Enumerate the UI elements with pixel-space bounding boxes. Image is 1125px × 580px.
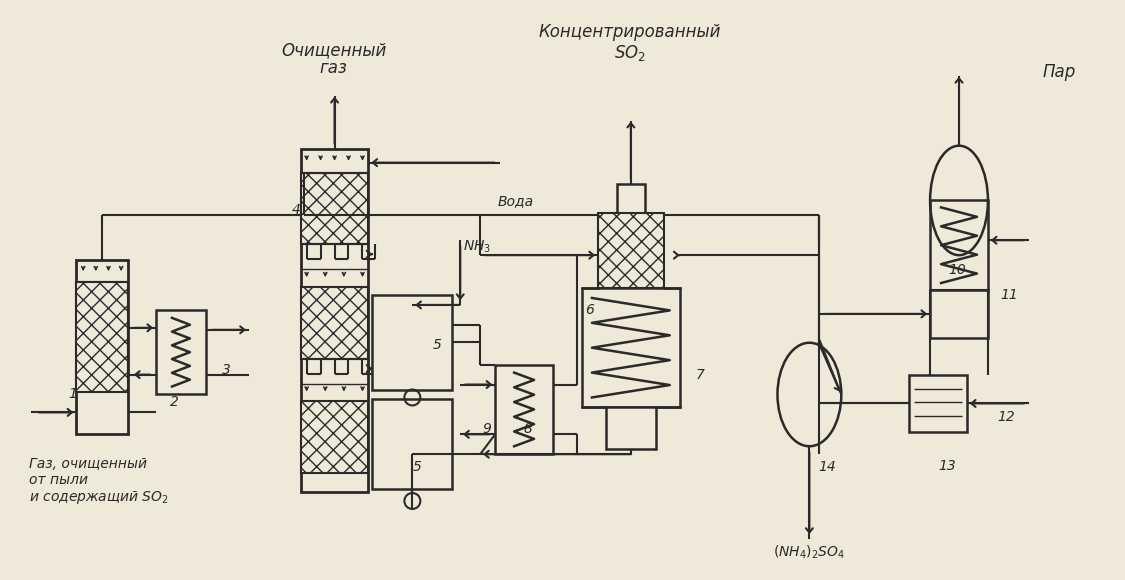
- Text: 1: 1: [69, 387, 78, 401]
- Text: 13: 13: [938, 459, 956, 473]
- Text: $(NH_4)_2SO_4$: $(NH_4)_2SO_4$: [773, 544, 846, 561]
- Text: $NH_3$: $NH_3$: [464, 238, 492, 255]
- Bar: [372, 295, 452, 390]
- Text: 6: 6: [585, 303, 594, 317]
- Text: 4: 4: [292, 204, 302, 218]
- Text: 10: 10: [948, 263, 966, 277]
- Text: $SO_2$: $SO_2$: [614, 43, 646, 63]
- Text: от пыли: от пыли: [29, 473, 89, 487]
- Bar: [76, 282, 128, 392]
- Bar: [582, 288, 680, 407]
- Bar: [930, 201, 988, 290]
- Text: 5: 5: [413, 460, 422, 474]
- Text: 3: 3: [223, 362, 232, 376]
- Text: Пар: Пар: [1042, 63, 1076, 81]
- Text: 9: 9: [483, 422, 492, 436]
- Bar: [156, 310, 206, 394]
- Bar: [76, 260, 128, 434]
- Text: Концентрированный: Концентрированный: [539, 23, 721, 41]
- Bar: [616, 183, 645, 213]
- Text: газ: газ: [319, 59, 348, 77]
- Text: 14: 14: [819, 460, 836, 474]
- Text: 7: 7: [695, 368, 704, 382]
- Text: 8: 8: [523, 422, 532, 436]
- Bar: [909, 375, 968, 432]
- Text: 2: 2: [170, 396, 179, 409]
- Text: Вода: Вода: [497, 194, 533, 208]
- Text: Очищенный: Очищенный: [281, 41, 386, 59]
- Bar: [300, 173, 369, 244]
- Text: 12: 12: [997, 411, 1015, 425]
- Bar: [597, 213, 664, 288]
- Bar: [300, 287, 369, 358]
- Text: 11: 11: [1000, 288, 1018, 302]
- Text: Газ, очищенный: Газ, очищенный: [29, 457, 147, 471]
- Bar: [930, 290, 988, 338]
- Bar: [300, 148, 369, 492]
- Bar: [300, 401, 369, 473]
- Text: и содержащий $SO_2$: и содержащий $SO_2$: [29, 489, 169, 506]
- Bar: [372, 400, 452, 489]
- Bar: [606, 407, 656, 450]
- Bar: [495, 365, 554, 454]
- Text: 5: 5: [433, 338, 442, 351]
